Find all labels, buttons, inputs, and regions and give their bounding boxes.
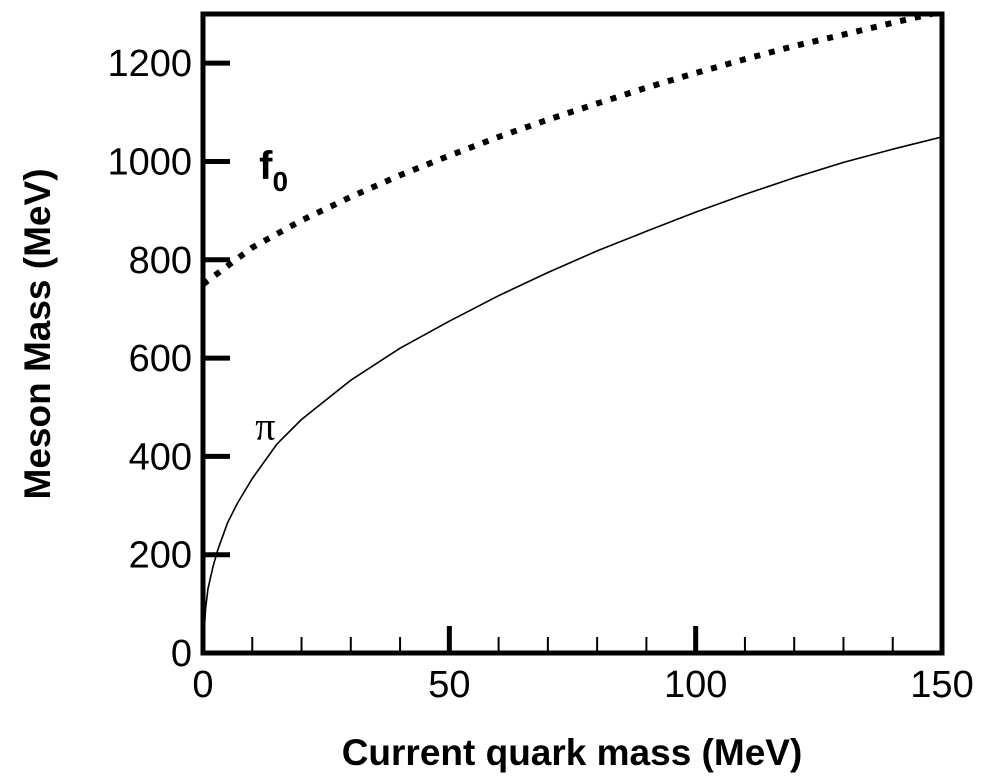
labels-layer: 0 200 400 600 800 1000 1200 0 50 100 150 (107, 43, 973, 706)
f0-series-label: f0 (259, 144, 288, 197)
y-tick-label: 0 (171, 633, 192, 675)
x-tick-label: 100 (664, 664, 727, 706)
x-tick-label: 0 (192, 664, 213, 706)
y-tick-label: 600 (129, 338, 192, 380)
x-axis-title: Current quark mass (MeV) (342, 732, 803, 773)
x-tick-label: 150 (910, 664, 973, 706)
ticks-layer (200, 60, 945, 656)
y-axis-title: Meson Mass (MeV) (17, 168, 58, 499)
y-tick-label: 200 (129, 535, 192, 577)
pi-series-line (203, 136, 942, 654)
x-tick-label: 50 (428, 664, 470, 706)
series-layer (203, 12, 942, 654)
pi-series-label: π (255, 403, 275, 448)
plot-frame (200, 11, 945, 656)
y-tick-label: 1000 (107, 141, 192, 183)
y-tick-label: 400 (129, 436, 192, 478)
f0-label-main: f (259, 144, 273, 188)
y-tick-label: 800 (129, 240, 192, 282)
f0-series-line (203, 12, 942, 287)
f0-label-subscript: 0 (272, 166, 288, 197)
y-tick-label: 1200 (107, 43, 192, 85)
